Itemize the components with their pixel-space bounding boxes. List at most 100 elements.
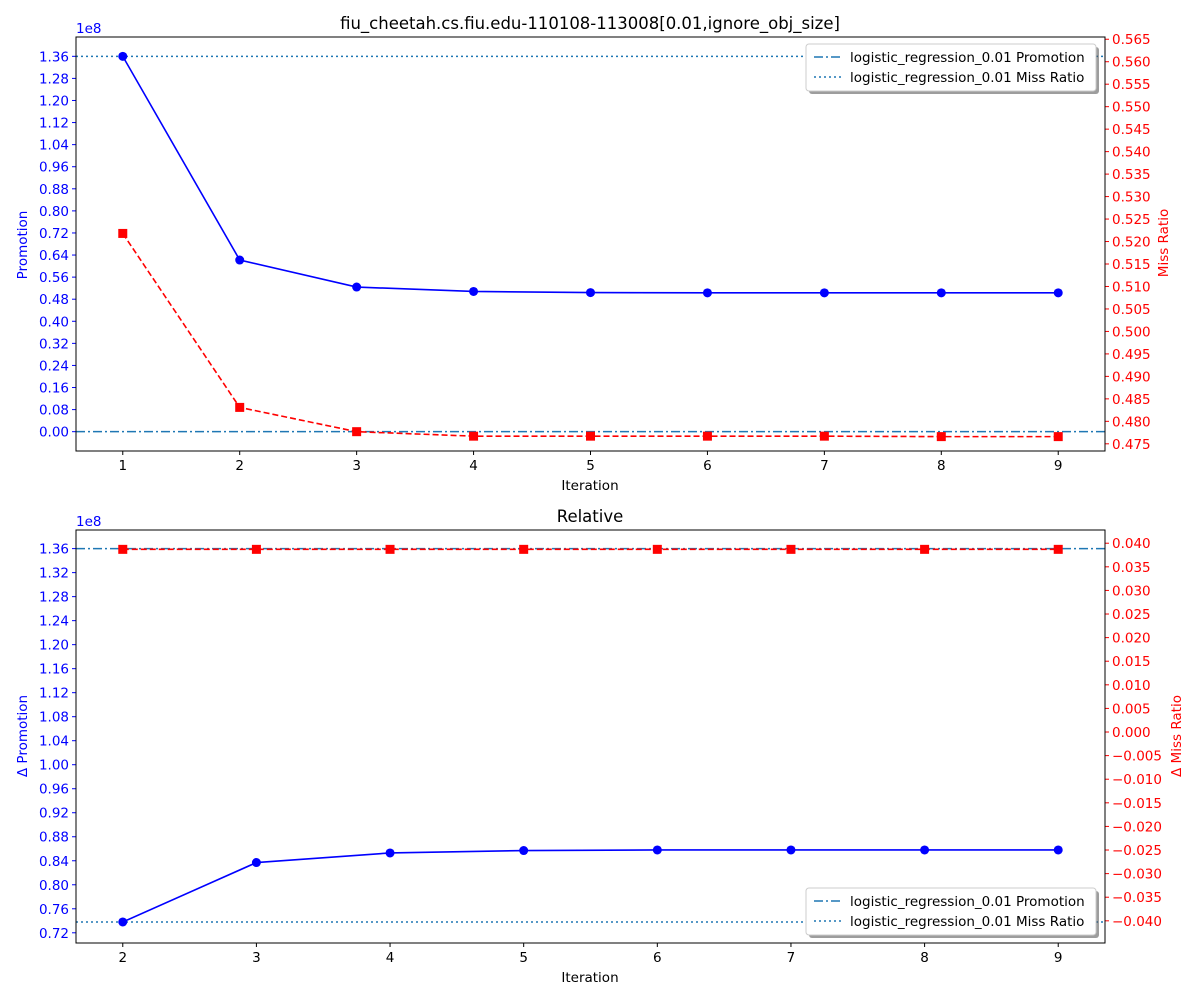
top-y-tick-label: 1.36	[39, 49, 69, 65]
bottom-x-tick-label: 6	[653, 950, 662, 966]
bottom-y2-axis-label: Δ Miss Ratio	[1169, 695, 1185, 777]
top-x-tick-label: 9	[1054, 458, 1063, 474]
bottom-y-tick-label: 1.32	[39, 566, 69, 582]
bottom-y-tick-label: 1.04	[39, 734, 69, 750]
top-series-left-point	[936, 288, 946, 298]
top-series-left-point	[469, 286, 479, 296]
bottom-y2-tick-label: −0.020	[1112, 819, 1162, 835]
bottom-y2-tick-label: −0.035	[1112, 890, 1162, 906]
bottom-x-tick-label: 9	[1054, 950, 1063, 966]
top-plot-frame	[75, 36, 1106, 452]
top-x-ticks: 1 2 3 4 5 6 7 8 9	[118, 451, 1063, 474]
bottom-x-axis-label: Iteration	[561, 970, 618, 986]
bottom-series-left-point	[385, 848, 395, 858]
bottom-series-left-point	[920, 845, 930, 855]
top-y2-tick-label: 0.565	[1112, 32, 1151, 48]
bottom-series-right-point	[519, 544, 529, 554]
bottom-series-left-point	[652, 845, 662, 855]
bottom-y2-tick-label: −0.025	[1112, 843, 1162, 859]
top-series-right-point	[469, 431, 479, 441]
bottom-y2-tick-label: 0.025	[1112, 607, 1151, 623]
top-series-right-point	[118, 228, 128, 238]
top-y2-tick-label: 0.520	[1112, 235, 1151, 251]
bottom-x-tick-label: 3	[252, 950, 261, 966]
top-series-right-point	[702, 431, 712, 441]
top-x-tick-label: 8	[937, 458, 946, 474]
bottom-x-tick-label: 2	[118, 950, 127, 966]
top-y-tick-label: 0.08	[39, 403, 69, 419]
bottom-legend-label-miss-ratio: logistic_regression_0.01 Miss Ratio	[850, 914, 1084, 930]
top-series-left-point	[352, 282, 362, 292]
top-legend-box	[805, 43, 1097, 92]
bottom-y-tick-label: 0.88	[39, 830, 69, 846]
top-legend-label-miss-ratio: logistic_regression_0.01 Miss Ratio	[850, 70, 1084, 86]
top-y2-tick-label: 0.555	[1112, 77, 1151, 93]
bottom-series-left-point	[251, 858, 261, 868]
bottom-y2-tick-label: 0.015	[1112, 654, 1151, 670]
top-y2-tick-label: 0.545	[1112, 122, 1151, 138]
top-x-tick-label: 5	[586, 458, 595, 474]
bottom-y2-tick-label: −0.005	[1112, 749, 1162, 765]
top-series-right-point	[819, 431, 829, 441]
bottom-y-tick-label: 0.84	[39, 854, 69, 870]
bottom-series-right-point	[118, 544, 128, 554]
bottom-legend-label-promotion: logistic_regression_0.01 Promotion	[850, 894, 1085, 910]
top-series-left-point	[235, 255, 245, 265]
top-series-right-point	[1053, 432, 1063, 442]
bottom-y2-tick-label: 0.010	[1112, 678, 1151, 694]
top-series-left-point	[586, 288, 595, 298]
bottom-y-tick-label: 0.96	[39, 782, 69, 798]
bottom-series-right-point	[652, 544, 662, 554]
top-chart: fiu_cheetah.cs.fiu.edu-110108-113008[0.0…	[15, 14, 1172, 494]
bottom-x-ticks: 2 3 4 5 6 7 8 9	[118, 943, 1063, 966]
bottom-series-left-point	[786, 845, 796, 855]
top-y2-tick-label: 0.475	[1112, 437, 1151, 453]
bottom-x-tick-label: 4	[386, 950, 395, 966]
bottom-y-tick-label: 1.08	[39, 710, 69, 726]
top-y2-tick-label: 0.540	[1112, 145, 1151, 161]
bottom-y-tick-label: 0.80	[39, 878, 69, 894]
bottom-series-right-point	[251, 544, 261, 554]
top-y2-tick-label: 0.525	[1112, 212, 1151, 228]
bottom-series-left-point	[1053, 845, 1063, 855]
bottom-y-ticks: 0.72 0.76 0.80 0.84 0.88 0.92 0.96 1.00 1.04 1.08…	[39, 542, 76, 942]
top-y-tick-label: 1.12	[39, 116, 69, 132]
top-y-tick-label: 0.80	[39, 204, 69, 220]
bottom-y2-tick-label: 0.030	[1112, 583, 1151, 599]
top-x-tick-label: 7	[820, 458, 829, 474]
bottom-y-tick-label: 0.92	[39, 806, 69, 822]
bottom-plot-frame	[75, 529, 1106, 944]
top-y2-axis-label: Miss Ratio	[1156, 209, 1172, 277]
bottom-y-tick-label: 1.28	[39, 590, 69, 606]
top-y2-ticks: 0.475 0.480 0.485 0.490 0.495 0.500 0.505 0.510…	[1105, 32, 1151, 453]
top-series	[118, 51, 1063, 442]
top-y-tick-label: 0.24	[39, 358, 69, 374]
bottom-x-tick-label: 5	[519, 950, 528, 966]
top-series-left-point	[118, 51, 128, 61]
bottom-chart: Relative 1e8 Iteration Δ Promotion Δ Mis…	[15, 507, 1185, 986]
top-series-right-point	[235, 402, 245, 412]
top-y2-tick-label: 0.480	[1112, 414, 1151, 430]
top-y-tick-label: 0.48	[39, 292, 69, 308]
bottom-legend-box	[805, 887, 1097, 936]
bottom-x-tick-label: 8	[920, 950, 929, 966]
top-y2-tick-label: 0.500	[1112, 324, 1151, 340]
top-y-tick-label: 0.16	[39, 381, 69, 397]
bottom-series-left-point	[118, 917, 128, 927]
top-y-tick-label: 0.88	[39, 182, 69, 198]
bottom-series	[118, 544, 1063, 927]
top-y-offset-label: 1e8	[76, 21, 101, 37]
top-series-right-point	[586, 431, 595, 441]
bottom-y2-tick-label: −0.015	[1112, 796, 1162, 812]
top-y2-tick-label: 0.490	[1112, 369, 1151, 385]
top-series-left-point	[819, 288, 829, 298]
bottom-y2-tick-label: 0.020	[1112, 631, 1151, 647]
top-legend: logistic_regression_0.01 Promotion logis…	[805, 43, 1099, 94]
bottom-series-right-point	[1053, 544, 1063, 554]
bottom-y-axis-label: Δ Promotion	[15, 695, 31, 777]
top-y2-tick-label: 0.515	[1112, 257, 1151, 273]
bottom-series-right-point	[920, 544, 930, 554]
bottom-series-right-point	[786, 544, 796, 554]
bottom-y-tick-label: 1.24	[39, 614, 69, 630]
top-y-tick-label: 0.00	[39, 425, 69, 441]
